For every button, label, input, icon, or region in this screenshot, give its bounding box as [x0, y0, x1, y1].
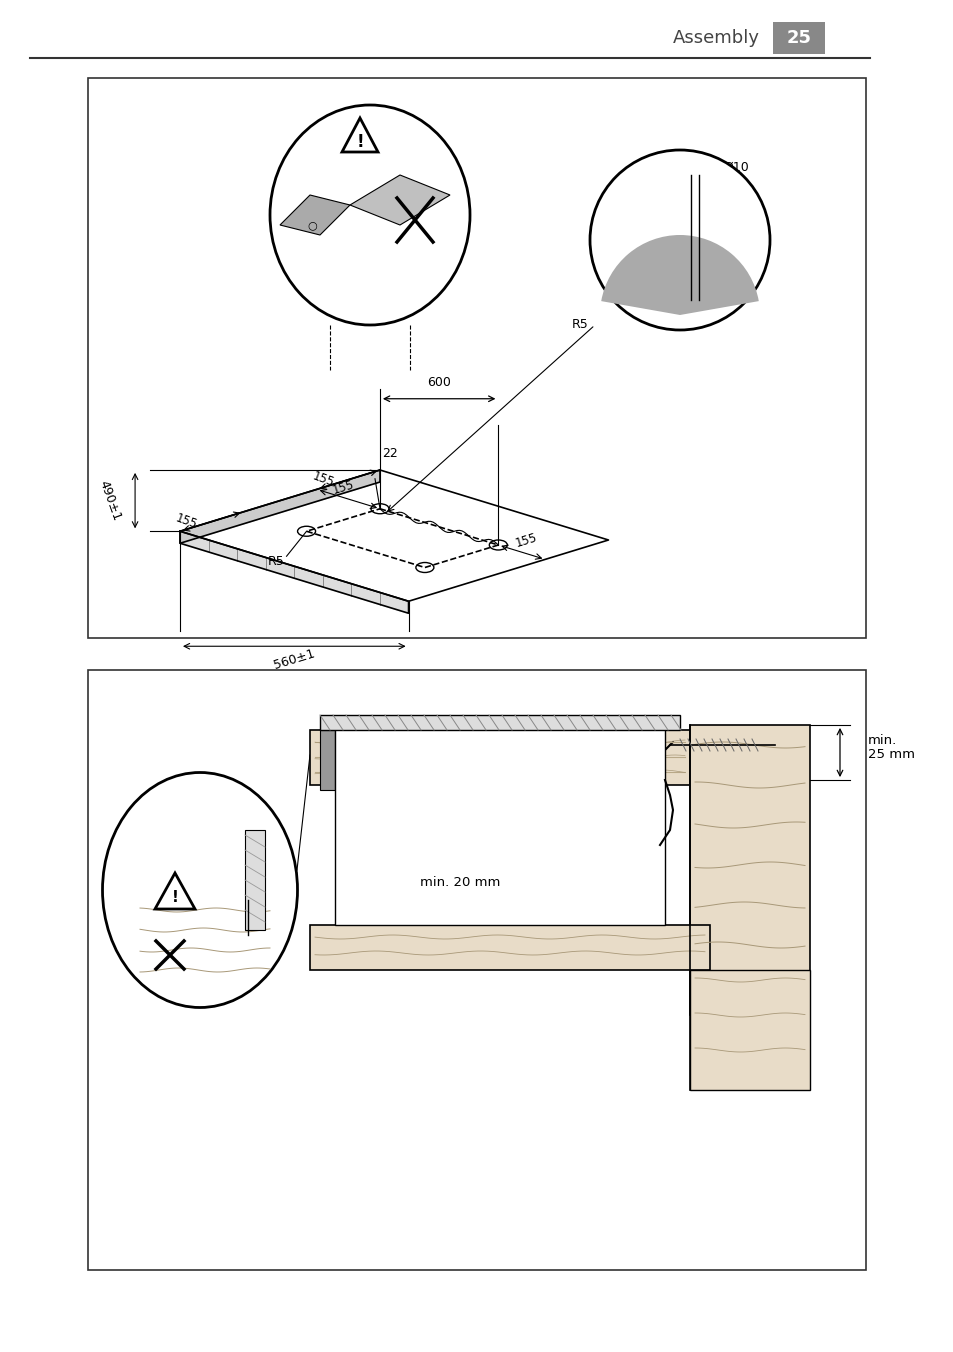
Text: min. 20 mm: min. 20 mm — [419, 876, 499, 890]
Text: !: ! — [355, 132, 363, 151]
Bar — [319, 715, 679, 730]
Polygon shape — [180, 531, 408, 614]
Text: R5: R5 — [268, 554, 285, 568]
Ellipse shape — [102, 772, 297, 1007]
Text: min.
25 mm: min. 25 mm — [867, 734, 914, 761]
Text: R5: R5 — [571, 319, 588, 331]
Text: Assembly: Assembly — [672, 28, 760, 47]
Text: 560±1: 560±1 — [272, 646, 316, 672]
Polygon shape — [180, 470, 379, 544]
Text: Ø10: Ø10 — [722, 161, 748, 173]
Text: !: ! — [172, 890, 178, 904]
Text: 25: 25 — [785, 28, 811, 47]
Bar — [772, 22, 824, 54]
Wedge shape — [600, 235, 758, 315]
Text: 490±1: 490±1 — [96, 479, 123, 523]
Text: 155: 155 — [173, 511, 199, 531]
Bar — [310, 730, 689, 786]
Text: 155: 155 — [331, 477, 355, 496]
Bar — [310, 925, 709, 969]
Polygon shape — [280, 195, 350, 235]
Polygon shape — [180, 470, 608, 602]
Bar — [88, 78, 865, 638]
Bar — [319, 730, 335, 790]
Bar — [245, 830, 265, 930]
Bar — [88, 671, 865, 1270]
Bar — [689, 969, 809, 1090]
Bar — [689, 725, 809, 1015]
Text: 4x: 4x — [640, 242, 659, 257]
Polygon shape — [350, 174, 450, 224]
Text: 22: 22 — [382, 448, 397, 460]
Circle shape — [589, 150, 769, 330]
Text: 155: 155 — [514, 531, 538, 550]
Bar — [335, 725, 664, 925]
Text: ○: ○ — [307, 220, 316, 230]
Text: 600: 600 — [427, 376, 451, 389]
Ellipse shape — [270, 105, 470, 324]
Text: 155: 155 — [311, 469, 335, 489]
